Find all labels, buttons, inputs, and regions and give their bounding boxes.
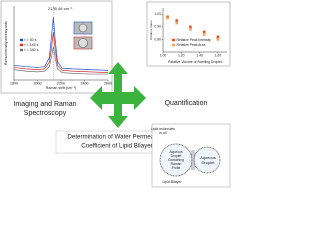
x-tick-label: 2600 bbox=[104, 81, 112, 85]
quantification-label: Quantification bbox=[165, 100, 208, 107]
x-tick-label: 2000 bbox=[34, 81, 42, 85]
legend-swatch bbox=[172, 43, 175, 47]
graphical-abstract: Imaging and Raman Spectroscopy Quantific… bbox=[0, 0, 231, 188]
scatter-point bbox=[216, 38, 220, 41]
legend-label: t = 340 s bbox=[25, 48, 39, 52]
x-tick-label: 1800 bbox=[10, 81, 18, 85]
imaging-label: Spectroscopy bbox=[24, 110, 67, 117]
legend-label: t = 145 s bbox=[25, 43, 39, 47]
annotation: 2135.48 cm⁻¹ bbox=[48, 6, 73, 11]
spectrum-line bbox=[13, 31, 109, 73]
x-tick-label: 1.00 bbox=[160, 53, 167, 57]
legend-label: Relative Peak Area bbox=[177, 43, 206, 47]
diagram-label: Aqueous bbox=[169, 150, 182, 154]
legend-swatch bbox=[20, 48, 23, 52]
diagram-label: Containing bbox=[168, 158, 184, 162]
y-tick-label: 0.80 bbox=[154, 37, 161, 41]
flow-arrow bbox=[90, 62, 146, 128]
x-tick-label: 2400 bbox=[81, 81, 89, 85]
spectrum-frame bbox=[0, 0, 113, 94]
legend-swatch bbox=[172, 38, 175, 42]
x-axis-label: Raman shift (cm⁻¹) bbox=[46, 86, 76, 90]
y-axis-label: Relative Value bbox=[149, 20, 153, 40]
legend-label: t = 30 s bbox=[25, 38, 37, 42]
diagram-label: Lipid Bilayer bbox=[162, 180, 182, 184]
scatter-point bbox=[189, 25, 192, 29]
scatter-point bbox=[202, 33, 206, 36]
diagram-label: Probe bbox=[172, 166, 181, 170]
scatter-point bbox=[175, 21, 179, 25]
diagram-label: in oil bbox=[159, 131, 166, 135]
scatter-point bbox=[202, 30, 206, 34]
legend-swatch bbox=[20, 38, 23, 42]
determination-label: Determination of Water Permeability bbox=[67, 134, 167, 141]
x-tick-label: 1.40 bbox=[196, 53, 203, 57]
x-tick-label: 1.60 bbox=[215, 53, 222, 57]
scatter-point bbox=[166, 16, 169, 20]
scatter-point bbox=[189, 28, 192, 31]
droplet-insets bbox=[73, 21, 93, 50]
diagram-label: Droplet bbox=[202, 160, 216, 165]
scatter-point bbox=[216, 35, 220, 39]
diagram-label: Raman bbox=[171, 162, 182, 166]
legend-swatch bbox=[20, 43, 23, 47]
spectrum-line bbox=[13, 46, 108, 75]
spectrum-line bbox=[13, 17, 109, 71]
y-tick-label: 0.90 bbox=[154, 25, 161, 29]
diagram-label: Lipid molecules bbox=[151, 127, 175, 131]
legend-label: Relative Peak Intensity bbox=[177, 38, 212, 42]
scatter-point bbox=[175, 19, 179, 22]
diagram-label: Aqueous bbox=[200, 155, 216, 160]
x-tick-label: 1.20 bbox=[178, 53, 185, 57]
determination-label: Coefficient of Lipid Bilayer bbox=[81, 143, 152, 150]
bilayer-diagram bbox=[151, 123, 231, 188]
quant-frame bbox=[146, 1, 231, 67]
y-axis-label: Raman Intensity arbitrary units bbox=[4, 21, 8, 65]
imaging-label: Imaging and Raman bbox=[13, 101, 76, 108]
x-tick-label: 2200 bbox=[57, 81, 65, 85]
diagram-label: Droplet bbox=[171, 154, 182, 158]
x-axis-label: Relative Volume of Swelling Droplet bbox=[168, 60, 222, 64]
y-tick-label: 1.00 bbox=[154, 12, 161, 16]
